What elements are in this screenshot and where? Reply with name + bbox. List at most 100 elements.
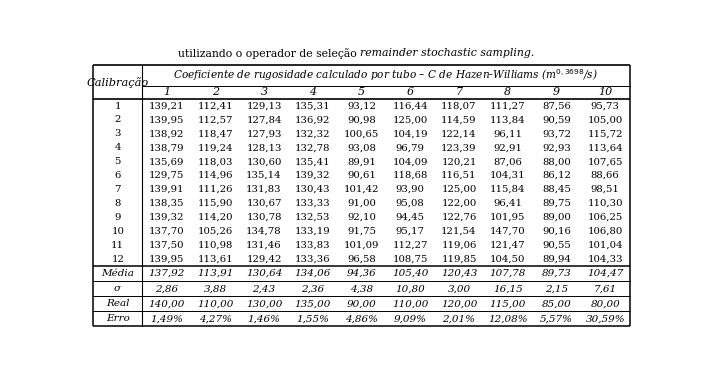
Text: 104,09: 104,09 bbox=[392, 157, 428, 166]
Text: 139,95: 139,95 bbox=[149, 115, 184, 124]
Text: 104,31: 104,31 bbox=[490, 171, 526, 180]
Text: 135,00: 135,00 bbox=[295, 299, 331, 308]
Text: 130,67: 130,67 bbox=[246, 199, 282, 208]
Text: 3: 3 bbox=[115, 130, 121, 138]
Text: remainder stochastic sampling.: remainder stochastic sampling. bbox=[361, 48, 535, 58]
Text: 90,98: 90,98 bbox=[347, 115, 376, 124]
Text: 127,84: 127,84 bbox=[246, 115, 282, 124]
Text: 122,76: 122,76 bbox=[441, 213, 477, 222]
Text: 5: 5 bbox=[115, 157, 121, 166]
Text: 115,90: 115,90 bbox=[198, 199, 233, 208]
Text: 95,08: 95,08 bbox=[396, 199, 425, 208]
Text: 138,79: 138,79 bbox=[149, 143, 184, 152]
Text: 106,25: 106,25 bbox=[588, 213, 623, 222]
Text: 3: 3 bbox=[260, 87, 268, 97]
Text: 111,27: 111,27 bbox=[490, 101, 526, 111]
Text: 89,75: 89,75 bbox=[542, 199, 571, 208]
Text: 95,17: 95,17 bbox=[396, 227, 425, 236]
Text: 110,00: 110,00 bbox=[392, 299, 428, 308]
Text: 90,59: 90,59 bbox=[542, 115, 571, 124]
Text: 91,75: 91,75 bbox=[347, 227, 376, 236]
Text: 1,55%: 1,55% bbox=[296, 314, 329, 323]
Text: 121,54: 121,54 bbox=[441, 227, 477, 236]
Text: Erro: Erro bbox=[105, 314, 129, 323]
Text: 92,91: 92,91 bbox=[494, 143, 522, 152]
Text: 4: 4 bbox=[309, 87, 316, 97]
Text: 114,96: 114,96 bbox=[198, 171, 233, 180]
Text: 118,07: 118,07 bbox=[441, 101, 477, 111]
Text: 10,80: 10,80 bbox=[395, 284, 425, 293]
Text: 129,75: 129,75 bbox=[149, 171, 184, 180]
Text: 133,83: 133,83 bbox=[295, 241, 330, 250]
Text: 106,80: 106,80 bbox=[588, 227, 623, 236]
Text: 91,00: 91,00 bbox=[347, 199, 376, 208]
Text: 123,39: 123,39 bbox=[441, 143, 477, 152]
Text: 130,60: 130,60 bbox=[246, 157, 282, 166]
Text: σ: σ bbox=[114, 284, 122, 293]
Text: 96,11: 96,11 bbox=[494, 130, 522, 138]
Text: 130,64: 130,64 bbox=[246, 269, 282, 278]
Text: 101,42: 101,42 bbox=[344, 185, 379, 194]
Text: 92,10: 92,10 bbox=[347, 213, 376, 222]
Text: utilizando o operador de seleção: utilizando o operador de seleção bbox=[178, 48, 361, 59]
Text: 87,06: 87,06 bbox=[494, 157, 522, 166]
Text: 2: 2 bbox=[115, 115, 121, 124]
Text: 139,21: 139,21 bbox=[149, 101, 184, 111]
Text: 105,40: 105,40 bbox=[392, 269, 428, 278]
Text: 92,93: 92,93 bbox=[542, 143, 571, 152]
Text: 89,94: 89,94 bbox=[542, 255, 571, 264]
Text: 113,84: 113,84 bbox=[490, 115, 526, 124]
Text: 125,00: 125,00 bbox=[441, 185, 477, 194]
Text: 129,13: 129,13 bbox=[246, 101, 282, 111]
Text: 2,36: 2,36 bbox=[301, 284, 324, 293]
Text: 86,12: 86,12 bbox=[542, 171, 571, 180]
Text: 118,03: 118,03 bbox=[198, 157, 233, 166]
Text: 88,45: 88,45 bbox=[542, 185, 571, 194]
Text: 110,98: 110,98 bbox=[198, 241, 233, 250]
Text: 96,41: 96,41 bbox=[494, 199, 522, 208]
Text: 100,65: 100,65 bbox=[344, 130, 379, 138]
Text: 7: 7 bbox=[115, 185, 121, 194]
Text: 90,61: 90,61 bbox=[347, 171, 376, 180]
Text: 133,36: 133,36 bbox=[295, 255, 330, 264]
Text: 4,38: 4,38 bbox=[350, 284, 373, 293]
Text: 7,61: 7,61 bbox=[593, 284, 617, 293]
Text: 4,86%: 4,86% bbox=[345, 314, 378, 323]
Text: 112,57: 112,57 bbox=[198, 115, 233, 124]
Text: 137,70: 137,70 bbox=[149, 227, 184, 236]
Text: 139,95: 139,95 bbox=[149, 255, 184, 264]
Text: 129,42: 129,42 bbox=[246, 255, 282, 264]
Text: 98,51: 98,51 bbox=[591, 185, 619, 194]
Text: 108,75: 108,75 bbox=[392, 255, 428, 264]
Text: 3,88: 3,88 bbox=[204, 284, 227, 293]
Text: 118,47: 118,47 bbox=[198, 130, 233, 138]
Text: 89,00: 89,00 bbox=[542, 213, 571, 222]
Text: 104,33: 104,33 bbox=[588, 255, 623, 264]
Text: 130,78: 130,78 bbox=[246, 213, 282, 222]
Text: Média: Média bbox=[101, 269, 134, 278]
Text: 107,78: 107,78 bbox=[489, 269, 526, 278]
Text: 10: 10 bbox=[598, 87, 612, 97]
Text: 105,00: 105,00 bbox=[588, 115, 623, 124]
Text: 6: 6 bbox=[115, 171, 121, 180]
Text: 120,21: 120,21 bbox=[441, 157, 477, 166]
Text: 112,41: 112,41 bbox=[198, 101, 233, 111]
Text: 131,83: 131,83 bbox=[246, 185, 282, 194]
Text: 94,45: 94,45 bbox=[396, 213, 425, 222]
Text: 127,93: 127,93 bbox=[246, 130, 282, 138]
Text: 101,09: 101,09 bbox=[344, 241, 379, 250]
Text: 134,06: 134,06 bbox=[295, 269, 331, 278]
Text: 104,50: 104,50 bbox=[490, 255, 525, 264]
Text: 147,70: 147,70 bbox=[490, 227, 526, 236]
Text: 133,33: 133,33 bbox=[295, 199, 330, 208]
Text: 138,92: 138,92 bbox=[149, 130, 184, 138]
Text: 104,19: 104,19 bbox=[392, 130, 428, 138]
Text: 114,59: 114,59 bbox=[441, 115, 477, 124]
Text: 112,27: 112,27 bbox=[392, 241, 428, 250]
Text: 93,12: 93,12 bbox=[347, 101, 376, 111]
Text: Calibração: Calibração bbox=[86, 77, 149, 88]
Text: 89,91: 89,91 bbox=[347, 157, 376, 166]
Text: 1,49%: 1,49% bbox=[150, 314, 183, 323]
Text: 122,00: 122,00 bbox=[441, 199, 477, 208]
Text: 88,66: 88,66 bbox=[591, 171, 619, 180]
